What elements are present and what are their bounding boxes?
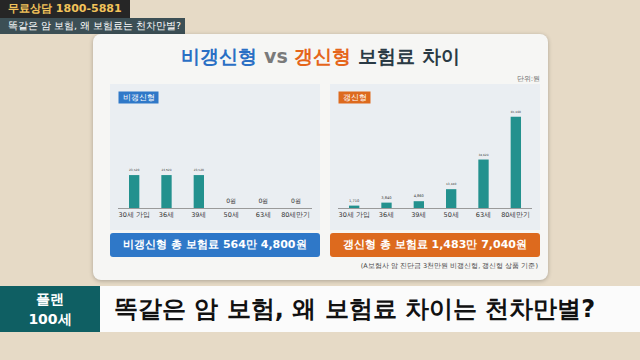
svg-text:80세만기: 80세만기 <box>281 211 310 219</box>
svg-text:65,160: 65,160 <box>511 110 521 114</box>
svg-text:36세: 36세 <box>159 211 174 219</box>
svg-text:23,520: 23,520 <box>194 168 204 172</box>
svg-text:1,710: 1,710 <box>349 199 360 203</box>
svg-text:30세 가입: 30세 가입 <box>118 211 149 219</box>
svg-text:비갱신형: 비갱신형 <box>120 93 157 102</box>
svg-text:23,520: 23,520 <box>129 168 139 172</box>
html-text:똑같은 암 보험, 왜 보험료는 천차만별?: 똑같은 암 보험, 왜 보험료는 천차만별? <box>8 20 182 31</box>
svg-text:63세: 63세 <box>476 211 491 219</box>
svg-text:36세: 36세 <box>379 211 394 219</box>
svg-text:50세: 50세 <box>444 211 459 219</box>
svg-text:39세: 39세 <box>191 211 206 219</box>
svg-text:34,620: 34,620 <box>478 153 488 157</box>
svg-text:0원: 0원 <box>259 197 269 204</box>
html-text:갱신형 총 보험료 1,483만 7,040원: 갱신형 총 보험료 1,483만 7,040원 <box>343 238 527 251</box>
html-text:플랜: 플랜 <box>36 291 64 307</box>
svg-text:39세: 39세 <box>411 211 426 219</box>
html-text:(A보험사 암 진단금 3천만원 비갱신형, 갱신형 상품: (A보험사 암 진단금 3천만원 비갱신형, 갱신형 상품 기준) <box>360 262 538 270</box>
html-text:100세: 100세 <box>28 311 72 327</box>
svg-text:23,520: 23,520 <box>161 168 171 172</box>
svg-text:3,840: 3,840 <box>381 196 392 200</box>
svg-text:80세만기: 80세만기 <box>501 211 530 219</box>
svg-text:0원: 0원 <box>226 197 236 204</box>
svg-text:50세: 50세 <box>224 211 239 219</box>
svg-text:0원: 0원 <box>291 197 301 204</box>
svg-text:13,440: 13,440 <box>446 182 456 186</box>
html-text:비갱신형 총 보험료 564만 4,800원: 비갱신형 총 보험료 564만 4,800원 <box>123 238 307 251</box>
svg-text:4,860: 4,860 <box>414 194 425 198</box>
html-text:똑같은 암 보험, 왜 보험료 차이는 천차만별?: 똑같은 암 보험, 왜 보험료 차이는 천차만별? <box>114 295 596 323</box>
html-text:비갱신형vs갱신형보험료 차이: 비갱신형vs갱신형보험료 차이 <box>181 45 460 67</box>
html-text:단위:원: 단위:원 <box>516 75 540 83</box>
svg-text:30세 가입: 30세 가입 <box>338 211 369 219</box>
svg-text:63세: 63세 <box>256 211 271 219</box>
svg-text:갱신형: 갱신형 <box>340 93 369 102</box>
html-text:무료상담 1800-5881: 무료상담 1800-5881 <box>8 2 122 15</box>
